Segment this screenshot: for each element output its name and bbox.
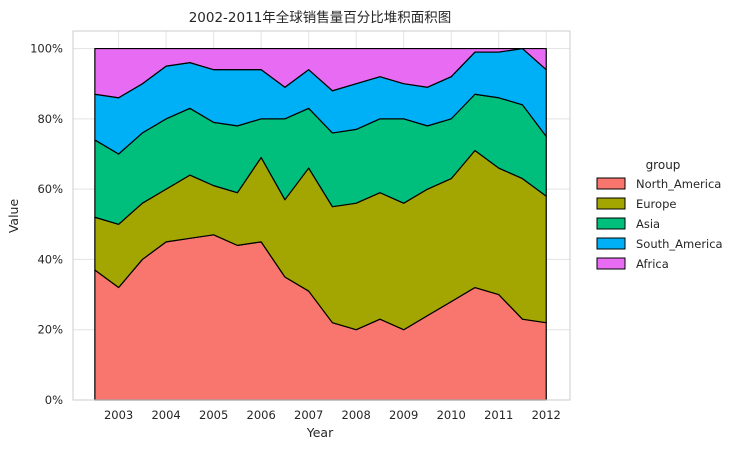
legend-label-north-america: North_America bbox=[636, 177, 721, 191]
y-tick-label: 100% bbox=[30, 42, 63, 56]
x-tick-label: 2010 bbox=[437, 408, 466, 422]
y-axis-label: Value bbox=[6, 199, 21, 234]
x-tick-label: 2007 bbox=[294, 408, 323, 422]
x-axis-label: Year bbox=[306, 425, 334, 440]
legend-label-south-america: South_America bbox=[636, 237, 723, 251]
legend-label-africa: Africa bbox=[636, 257, 669, 271]
chart-title: 2002-2011年全球销售量百分比堆积面积图 bbox=[189, 9, 452, 26]
plot-frame bbox=[72, 30, 571, 401]
x-tick-label: 2011 bbox=[484, 408, 513, 422]
x-tick-label: 2012 bbox=[532, 408, 561, 422]
x-tick-label: 2003 bbox=[104, 408, 133, 422]
x-tick-label: 2005 bbox=[199, 408, 228, 422]
y-tick-labels: 0% 20% 40% 60% 80% 100% bbox=[30, 42, 63, 407]
y-tick-label: 20% bbox=[37, 323, 63, 337]
y-tick-label: 40% bbox=[37, 252, 63, 266]
legend-label-europe: Europe bbox=[636, 197, 676, 211]
legend-swatch-africa bbox=[596, 257, 626, 270]
y-tick-label: 80% bbox=[37, 112, 63, 126]
y-tick-label: 0% bbox=[45, 393, 63, 407]
x-tick-label: 2009 bbox=[389, 408, 418, 422]
area-africa bbox=[94, 47, 547, 99]
legend-swatch-europe bbox=[596, 197, 626, 210]
legend-label-asia: Asia bbox=[636, 217, 660, 231]
x-tick-label: 2008 bbox=[342, 408, 371, 422]
legend: group North_America Europe Asia South_Ameri… bbox=[596, 158, 723, 271]
legend-title: group bbox=[646, 158, 681, 172]
x-tick-label: 2006 bbox=[247, 408, 276, 422]
area-series bbox=[94, 47, 547, 401]
legend-swatch-south-america bbox=[596, 237, 626, 250]
y-tick-label: 60% bbox=[37, 182, 63, 196]
x-tick-label: 2004 bbox=[151, 408, 180, 422]
legend-swatch-north-america bbox=[596, 177, 626, 190]
x-tick-labels: 2003 2004 2005 2006 2007 2008 2009 2010 2011 2012 bbox=[104, 408, 561, 422]
legend-swatch-asia bbox=[596, 217, 626, 230]
